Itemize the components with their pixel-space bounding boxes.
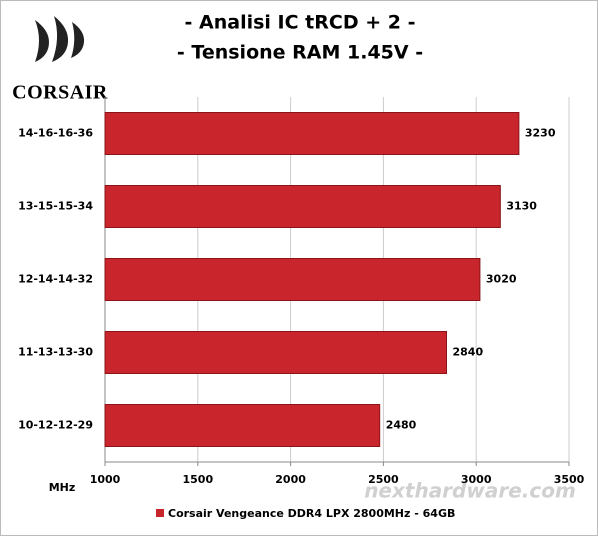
x-axis-label: MHz [49,481,76,494]
chart-title: - Analisi IC tRCD + 2 - [185,12,416,34]
y-tick-label: 14-16-16-36 [18,127,93,140]
logo-sails [35,16,85,62]
y-tick-label: 13-15-15-34 [18,200,93,213]
chart-subtitle: - Tensione RAM 1.45V - [177,42,423,64]
value-label: 2480 [386,419,417,432]
watermark: nexthardware.com [364,479,576,503]
value-label: 3020 [486,273,517,286]
value-label: 3230 [525,127,556,140]
legend-label: Corsair Vengeance DDR4 LPX 2800MHz - 64G… [168,507,455,520]
x-tick-label: 3500 [554,473,585,486]
x-tick-label: 1000 [90,473,121,486]
logo-text: CORSAIR [12,82,108,104]
bar [104,185,501,228]
x-tick-label: 3000 [461,473,492,486]
value-label: 2840 [453,346,484,359]
y-tick-label: 11-13-13-30 [18,346,93,359]
bar [104,112,520,155]
y-tick-label: 10-12-12-29 [18,419,93,432]
bar [104,331,448,374]
x-tick-label: 2500 [368,473,399,486]
bar [104,404,381,447]
value-label: 3130 [506,200,537,213]
legend-swatch [156,509,164,517]
y-tick-label: 12-14-14-32 [18,273,93,286]
x-tick-label: 1500 [182,473,213,486]
bar [104,258,481,301]
x-tick-label: 2000 [275,473,306,486]
